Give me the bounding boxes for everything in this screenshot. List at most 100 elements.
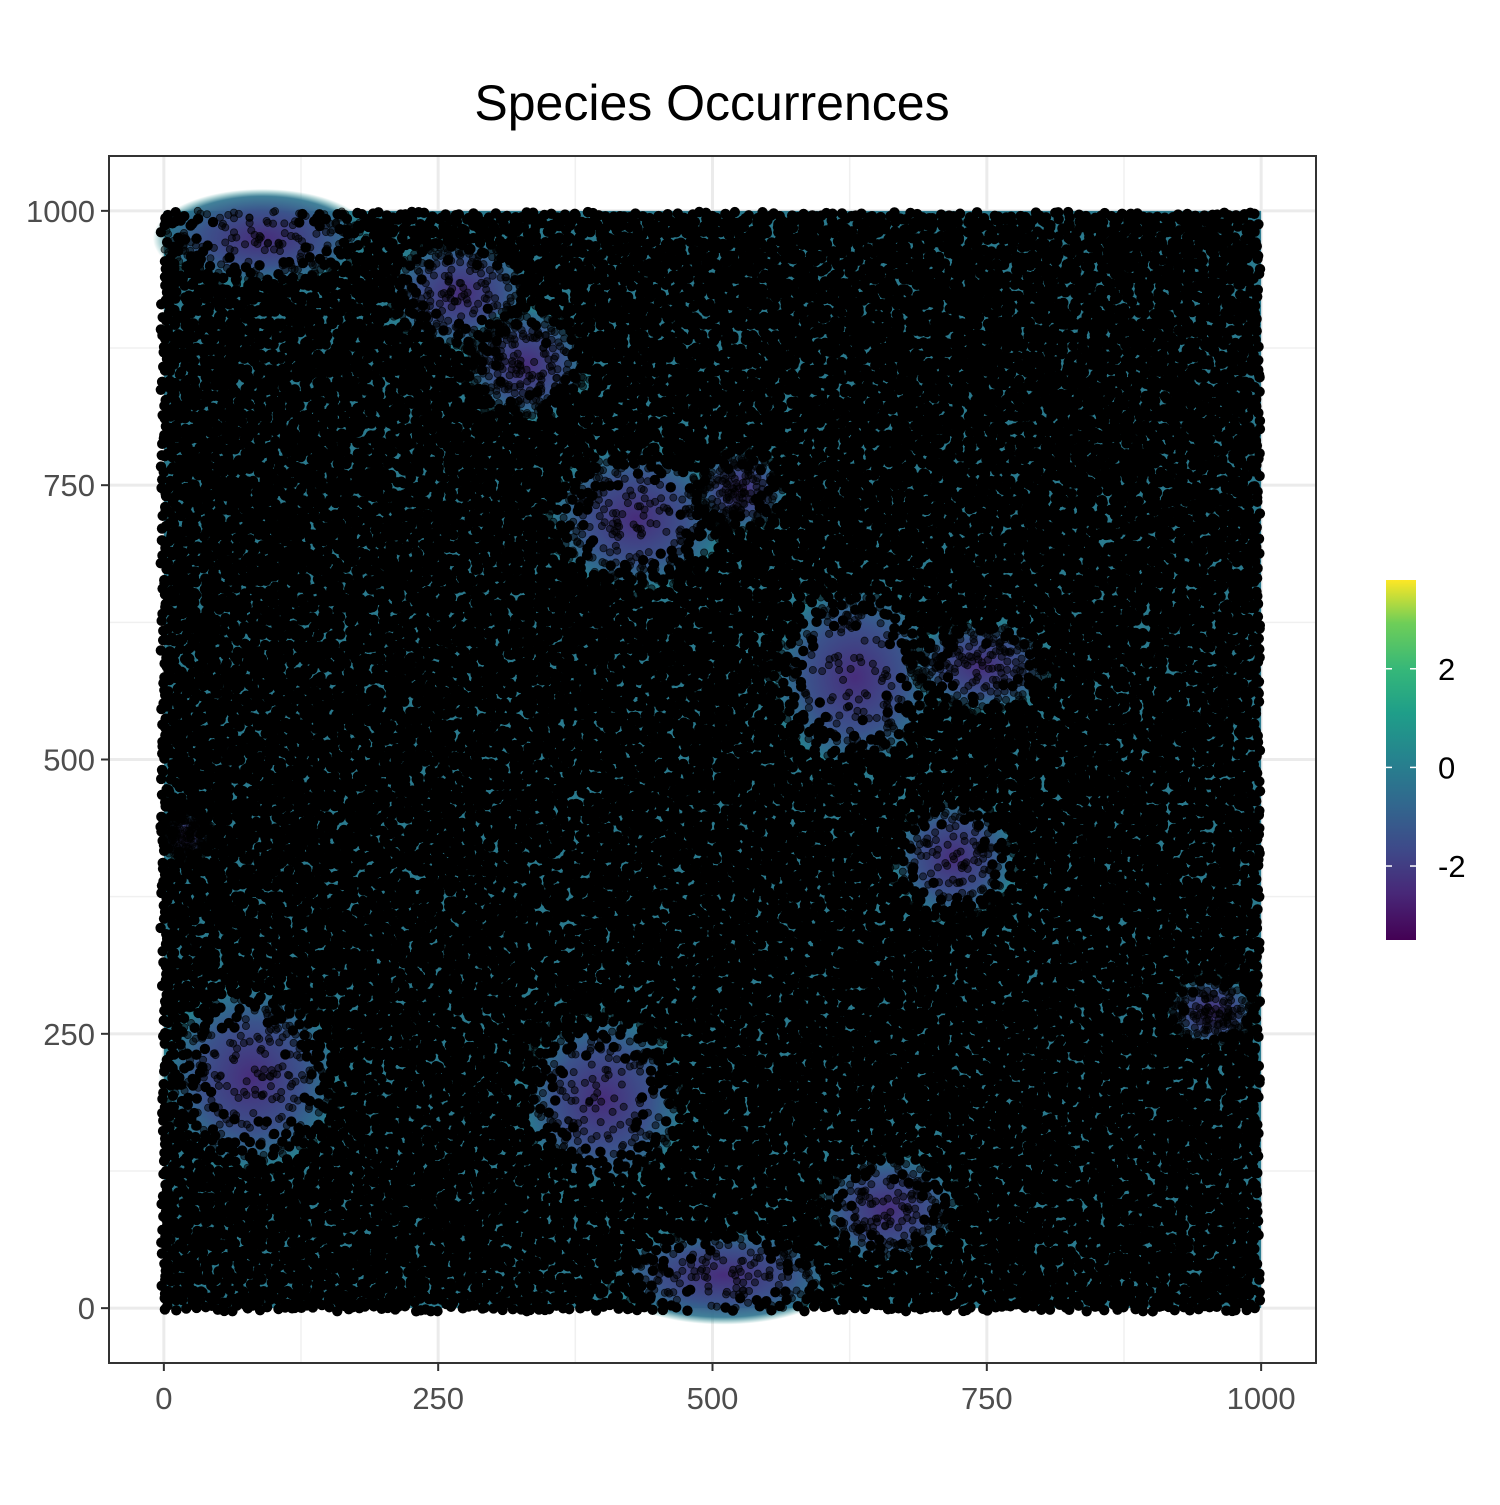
occurrence-point xyxy=(163,743,173,753)
occurrence-point xyxy=(296,693,306,703)
occurrence-point xyxy=(321,305,331,315)
occurrence-point xyxy=(282,1180,292,1190)
occurrence-point xyxy=(206,1087,216,1097)
occurrence-point xyxy=(314,1289,324,1299)
occurrence-point xyxy=(320,377,330,387)
occurrence-point xyxy=(184,653,194,663)
occurrence-point xyxy=(288,703,298,713)
occurrence-point xyxy=(336,1206,346,1216)
occurrence-point xyxy=(290,1198,300,1208)
occurrence-point xyxy=(360,1212,370,1222)
occurrence-point xyxy=(245,1137,255,1147)
occurrence-point xyxy=(360,443,370,453)
occurrence-point xyxy=(230,508,240,518)
occurrence-point xyxy=(314,974,324,984)
occurrence-point xyxy=(347,915,357,925)
occurrence-point xyxy=(284,640,294,650)
occurrence-point xyxy=(249,898,259,908)
occurrence-point xyxy=(300,1220,310,1230)
occurrence-point xyxy=(183,955,193,965)
occurrence-point xyxy=(328,996,338,1006)
occurrence-point xyxy=(274,891,284,901)
occurrence-point xyxy=(179,211,189,221)
occurrence-point xyxy=(190,607,200,617)
occurrence-point xyxy=(249,542,259,552)
occurrence-point xyxy=(301,864,311,874)
occurrence-point xyxy=(169,948,179,958)
occurrence-point xyxy=(248,476,258,486)
occurrence-point xyxy=(341,659,351,669)
occurrence-point xyxy=(192,1093,202,1103)
occurrence-point xyxy=(281,1129,291,1139)
occurrence-point xyxy=(335,612,345,622)
occurrence-point xyxy=(183,896,193,906)
occurrence-point xyxy=(230,1137,240,1147)
occurrence-point xyxy=(328,1273,338,1283)
occurrence-point xyxy=(189,1206,199,1216)
occurrence-point xyxy=(189,588,199,598)
occurrence-point xyxy=(200,1044,210,1054)
occurrence-point xyxy=(361,739,371,749)
occurrence-point xyxy=(262,943,272,953)
occurrence-point xyxy=(222,895,232,905)
occurrence-point xyxy=(157,765,167,775)
occurrence-point xyxy=(254,292,264,302)
occurrence-point xyxy=(281,917,291,927)
chart-title: Species Occurrences xyxy=(474,75,949,131)
occurrence-point xyxy=(360,1114,370,1124)
occurrence-point xyxy=(229,620,239,630)
occurrence-point xyxy=(309,1187,319,1197)
occurrence-point xyxy=(353,1177,363,1187)
occurrence-point xyxy=(270,1251,280,1261)
occurrence-point xyxy=(333,582,343,592)
occurrence-point xyxy=(163,686,173,696)
occurrence-point xyxy=(255,889,265,899)
occurrence-point xyxy=(182,943,192,953)
occurrence-point xyxy=(196,1286,206,1296)
occurrence-point xyxy=(276,758,286,768)
occurrence-point xyxy=(176,1178,186,1188)
occurrence-point xyxy=(229,262,239,272)
occurrence-point xyxy=(255,1273,265,1283)
occurrence-point xyxy=(349,376,359,386)
occurrence-point xyxy=(360,726,370,736)
occurrence-point xyxy=(171,1305,181,1315)
occurrence-point xyxy=(229,476,239,486)
occurrence-point xyxy=(249,918,259,928)
occurrence-point xyxy=(229,1022,239,1032)
occurrence-point xyxy=(228,568,238,578)
occurrence-point xyxy=(353,1165,363,1175)
occurrence-point xyxy=(277,1272,287,1282)
occurrence-point xyxy=(242,364,252,374)
occurrence-point xyxy=(368,615,378,625)
occurrence-point xyxy=(211,615,221,625)
occurrence-point xyxy=(228,384,238,394)
occurrence-point xyxy=(301,573,311,583)
occurrence-point xyxy=(196,878,206,888)
occurrence-point xyxy=(205,261,215,271)
occurrence-point xyxy=(182,713,192,723)
points-cover xyxy=(155,207,1265,1317)
occurrence-point xyxy=(314,351,324,361)
occurrence-point xyxy=(354,575,364,585)
occurrence-point xyxy=(354,357,364,367)
occurrence-point xyxy=(262,1173,272,1183)
occurrence-point xyxy=(366,1147,376,1157)
occurrence-point xyxy=(255,992,265,1002)
occurrence-point xyxy=(189,480,199,490)
occurrence-point xyxy=(215,514,225,524)
occurrence-point xyxy=(169,1217,179,1227)
occurrence-point xyxy=(204,1164,214,1174)
occurrence-points xyxy=(155,207,1265,1317)
occurrence-point xyxy=(290,429,300,439)
occurrence-point xyxy=(261,838,271,848)
occurrence-point xyxy=(261,957,271,967)
occurrence-point xyxy=(215,501,225,511)
occurrence-point xyxy=(355,278,365,288)
occurrence-point xyxy=(230,1238,240,1248)
occurrence-point xyxy=(242,594,252,604)
occurrence-point xyxy=(190,376,200,386)
occurrence-point xyxy=(336,931,346,941)
occurrence-point xyxy=(188,318,198,328)
